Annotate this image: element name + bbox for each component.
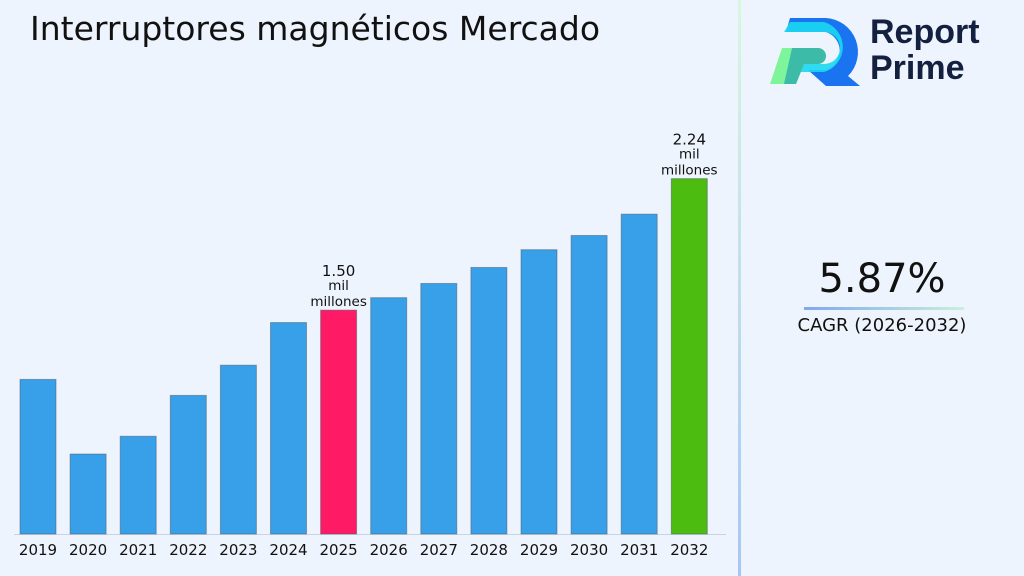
cagr-label: CAGR (2026-2032): [797, 315, 967, 336]
bar-2028: [470, 266, 508, 535]
data-label: mil: [679, 147, 700, 163]
data-label: millones: [310, 294, 367, 310]
x-tick-label: 2019: [19, 541, 57, 559]
report-prime-logo: [770, 18, 860, 86]
x-tick-label: 2021: [119, 541, 157, 559]
data-label: 2.24: [673, 131, 706, 149]
x-tick-label: 2031: [620, 541, 658, 559]
bar-2020: [69, 453, 107, 535]
chart-title: Interruptores magnéticos Mercado: [30, 9, 601, 48]
x-tick-label: 2028: [470, 541, 508, 559]
brand-line1: Report: [870, 13, 980, 51]
bar-2031: [620, 213, 658, 535]
data-label: 1.50: [322, 262, 355, 280]
x-tick-label: 2032: [670, 541, 708, 559]
data-label: millones: [661, 163, 718, 179]
bar-chart: 2019 2020 2021 2022 2023 2024 20251.50milmillo…: [14, 131, 726, 559]
bar-2029: [520, 249, 558, 535]
bar-2023: [219, 364, 257, 535]
x-tick-label: 2029: [520, 541, 558, 559]
cagr-underline: [804, 307, 964, 310]
x-tick-label: 2024: [269, 541, 307, 559]
data-label: mil: [328, 278, 349, 294]
bar-2026: [370, 297, 408, 535]
x-tick-label: 2027: [420, 541, 458, 559]
x-tick-label: 2025: [320, 541, 358, 559]
x-tick-label: 2023: [219, 541, 257, 559]
bar-2032: [670, 178, 708, 535]
bar-2025: [320, 309, 358, 535]
bar-2024: [270, 322, 307, 535]
bar-2019: [19, 378, 57, 535]
bar-2021: [119, 435, 157, 535]
x-tick-label: 2030: [570, 541, 608, 559]
x-tick-label: 2022: [169, 541, 207, 559]
bar-2030: [570, 234, 608, 535]
brand-line2: Prime: [870, 49, 965, 87]
bar-2022: [169, 394, 207, 535]
cagr-value: 5.87%: [818, 256, 946, 302]
divider: [738, 0, 741, 576]
x-tick-label: 2020: [69, 541, 107, 559]
x-tick-label: 2026: [370, 541, 408, 559]
bar-2027: [420, 282, 458, 535]
brand-name: Report Prime: [870, 14, 980, 86]
